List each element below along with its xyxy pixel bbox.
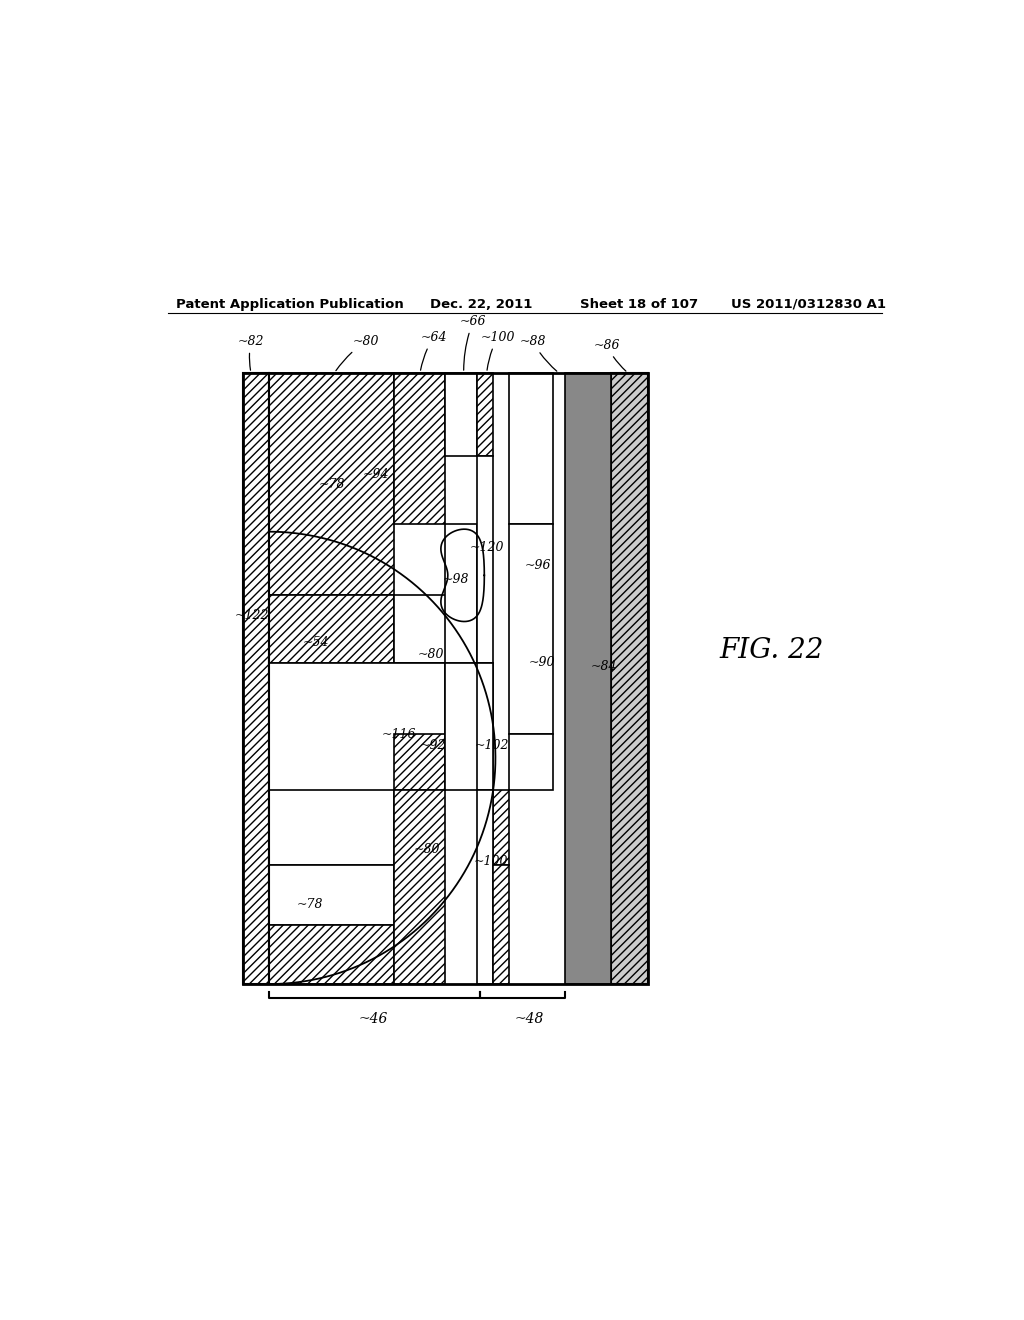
Text: ~80: ~80	[414, 842, 440, 855]
Text: Patent Application Publication: Patent Application Publication	[176, 297, 403, 310]
Text: ~86: ~86	[593, 339, 626, 371]
Text: ~48: ~48	[514, 1012, 544, 1026]
Bar	[509, 524, 553, 734]
Text: ~92: ~92	[420, 739, 446, 752]
Bar	[477, 663, 494, 789]
Bar	[394, 734, 445, 789]
Bar	[494, 789, 509, 865]
Text: ~80: ~80	[418, 648, 444, 661]
Text: ~120: ~120	[469, 541, 504, 554]
Bar	[610, 374, 648, 983]
Text: Dec. 22, 2011: Dec. 22, 2011	[430, 297, 531, 310]
Bar	[243, 374, 269, 983]
Bar	[477, 374, 494, 457]
Text: ~80: ~80	[336, 335, 379, 371]
Text: ~94: ~94	[362, 469, 389, 480]
Text: ~96: ~96	[524, 558, 551, 572]
Bar	[269, 595, 394, 663]
Bar	[445, 524, 477, 663]
Text: ~100: ~100	[473, 854, 508, 867]
Bar	[269, 663, 445, 789]
Bar	[394, 663, 445, 734]
Bar	[243, 374, 648, 983]
Bar	[494, 865, 509, 983]
Bar	[509, 734, 553, 789]
Bar	[394, 595, 477, 663]
Bar	[269, 924, 394, 983]
Text: Sheet 18 of 107: Sheet 18 of 107	[581, 297, 698, 310]
Text: US 2011/0312830 A1: US 2011/0312830 A1	[731, 297, 886, 310]
Bar	[565, 374, 610, 983]
Text: ~46: ~46	[358, 1012, 388, 1026]
Text: ~64: ~64	[420, 331, 446, 370]
Text: FIG. 22: FIG. 22	[719, 638, 823, 664]
Text: ~84: ~84	[591, 660, 617, 673]
Text: ~78: ~78	[318, 478, 345, 491]
Text: ~54: ~54	[303, 636, 329, 649]
Text: ~78: ~78	[297, 898, 324, 911]
Text: ~88: ~88	[519, 335, 557, 371]
Text: ~82: ~82	[238, 335, 264, 370]
Text: ~100: ~100	[480, 331, 515, 370]
Bar	[269, 865, 394, 924]
Bar	[269, 734, 394, 865]
Text: ~98: ~98	[443, 573, 470, 586]
Bar	[394, 789, 445, 983]
Text: ~90: ~90	[528, 656, 555, 669]
Bar	[477, 457, 494, 663]
Bar	[509, 374, 553, 524]
Text: ~116: ~116	[382, 727, 417, 741]
Bar	[394, 374, 445, 524]
Text: ~66: ~66	[460, 315, 486, 370]
Bar	[269, 374, 394, 595]
Bar	[445, 663, 494, 789]
Text: ~102: ~102	[475, 739, 509, 752]
Bar	[445, 374, 477, 457]
Bar	[477, 789, 494, 983]
Text: ~122: ~122	[236, 609, 269, 622]
